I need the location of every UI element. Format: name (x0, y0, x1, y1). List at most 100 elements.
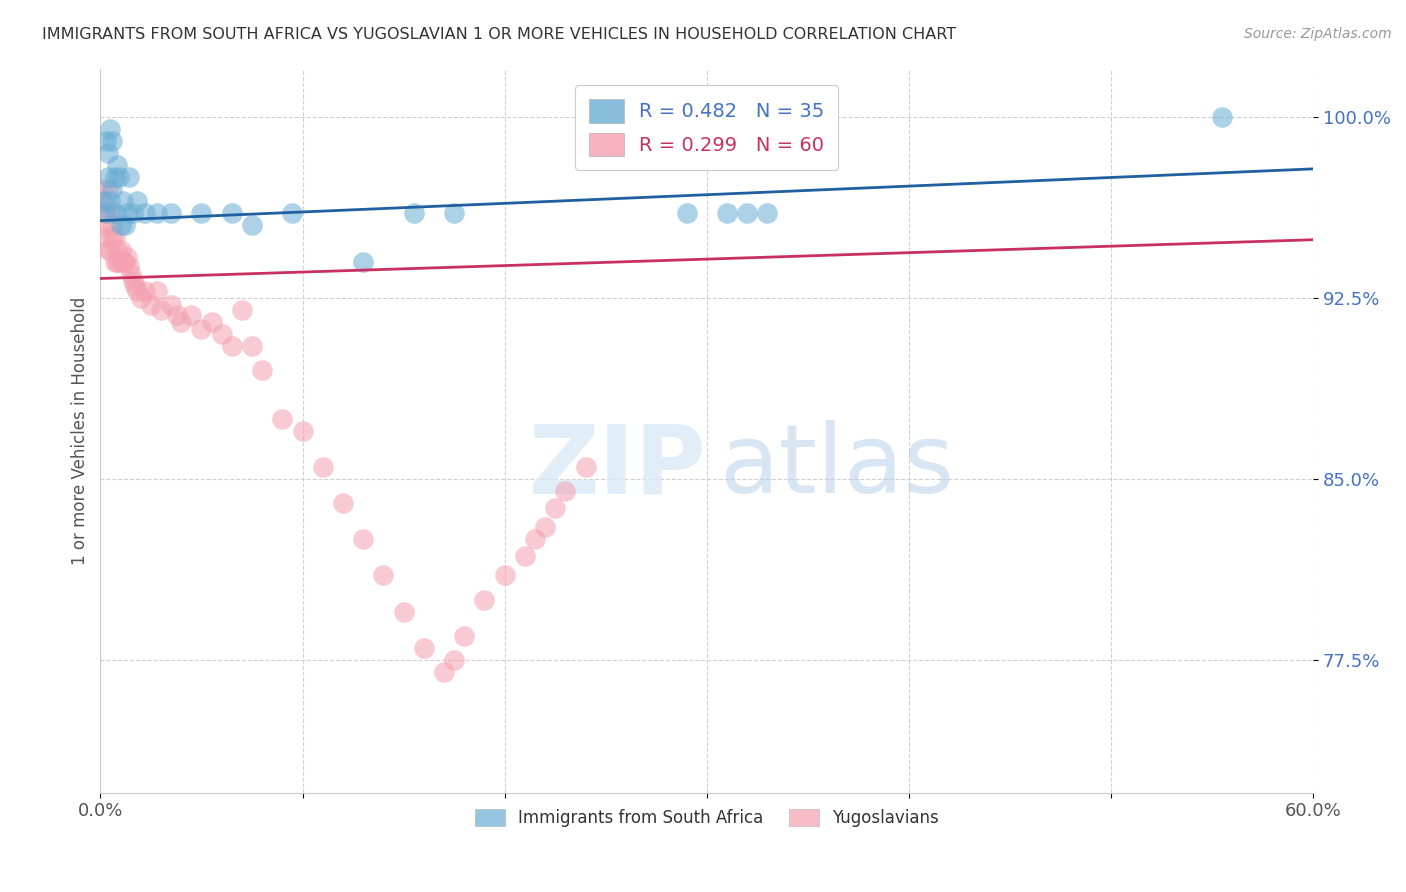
Text: Source: ZipAtlas.com: Source: ZipAtlas.com (1244, 27, 1392, 41)
Point (231, 302, 253, 317)
Point (134, 284, 156, 298)
Point (93, 194, 115, 209)
Point (111, 254, 134, 268)
Point (105, 254, 128, 268)
Point (101, 230, 124, 244)
Point (110, 219, 132, 233)
Point (402, 206, 425, 220)
Point (115, 250, 138, 264)
Point (121, 206, 143, 220)
Point (190, 322, 212, 336)
Point (166, 308, 188, 322)
Point (125, 194, 148, 209)
Point (100, 243, 122, 257)
Point (281, 206, 304, 220)
Point (443, 206, 465, 220)
Point (554, 483, 576, 498)
Point (433, 665, 456, 679)
Point (716, 206, 738, 220)
Point (312, 459, 335, 474)
Point (96, 206, 118, 220)
Point (97, 146, 120, 161)
Point (756, 206, 779, 220)
Point (101, 182, 124, 196)
Point (190, 206, 212, 220)
Point (93, 219, 115, 233)
Point (96, 206, 118, 220)
Point (352, 254, 374, 268)
Point (170, 315, 193, 329)
Point (93, 194, 115, 209)
Point (675, 206, 697, 220)
Point (120, 267, 142, 281)
Point (146, 206, 169, 220)
Point (107, 254, 129, 268)
Point (111, 194, 134, 209)
Point (291, 424, 314, 438)
Point (118, 170, 141, 185)
Point (134, 206, 156, 220)
Point (160, 206, 183, 220)
Legend: Immigrants from South Africa, Yugoslavians: Immigrants from South Africa, Yugoslavia… (467, 800, 948, 835)
Point (534, 520, 557, 534)
Point (271, 411, 294, 425)
Point (110, 243, 132, 257)
Point (125, 284, 148, 298)
Point (180, 308, 202, 322)
Point (240, 339, 263, 353)
Point (221, 206, 243, 220)
Point (240, 219, 263, 233)
Point (544, 500, 567, 515)
Point (474, 592, 496, 607)
Point (105, 243, 128, 257)
Point (121, 274, 143, 288)
Text: ZIP: ZIP (529, 420, 707, 513)
Point (100, 121, 122, 136)
Point (146, 284, 169, 298)
Point (124, 278, 146, 293)
Point (139, 298, 162, 312)
Point (103, 254, 125, 268)
Point (574, 459, 596, 474)
Point (97, 243, 120, 257)
Point (97, 170, 120, 185)
Y-axis label: 1 or more Vehicles in Household: 1 or more Vehicles in Household (72, 296, 89, 565)
Point (160, 298, 183, 312)
Point (103, 170, 125, 185)
Point (100, 194, 122, 209)
Point (103, 230, 125, 244)
Point (105, 158, 128, 172)
Point (373, 568, 395, 582)
Point (352, 532, 374, 546)
Point (332, 496, 354, 510)
Point (129, 291, 152, 305)
Point (494, 568, 516, 582)
Point (103, 206, 125, 220)
Point (1211, 110, 1233, 124)
Point (114, 254, 136, 268)
Point (97, 182, 120, 196)
Point (524, 532, 547, 546)
Point (91, 182, 114, 196)
Point (211, 326, 233, 341)
Point (101, 219, 124, 233)
Point (96, 230, 118, 244)
Point (200, 315, 222, 329)
Point (453, 629, 475, 643)
Point (100, 206, 122, 220)
Point (107, 170, 129, 185)
Point (115, 206, 138, 220)
Point (96, 134, 118, 148)
Point (392, 605, 415, 619)
Point (101, 134, 124, 148)
Point (150, 302, 173, 317)
Point (118, 260, 141, 274)
Text: IMMIGRANTS FROM SOUTH AFRICA VS YUGOSLAVIAN 1 OR MORE VEHICLES IN HOUSEHOLD CORR: IMMIGRANTS FROM SOUTH AFRICA VS YUGOSLAV… (42, 27, 956, 42)
Point (250, 363, 273, 377)
Point (443, 653, 465, 667)
Point (221, 339, 243, 353)
Point (735, 206, 758, 220)
Point (114, 219, 136, 233)
Text: atlas: atlas (718, 420, 955, 513)
Point (412, 640, 434, 655)
